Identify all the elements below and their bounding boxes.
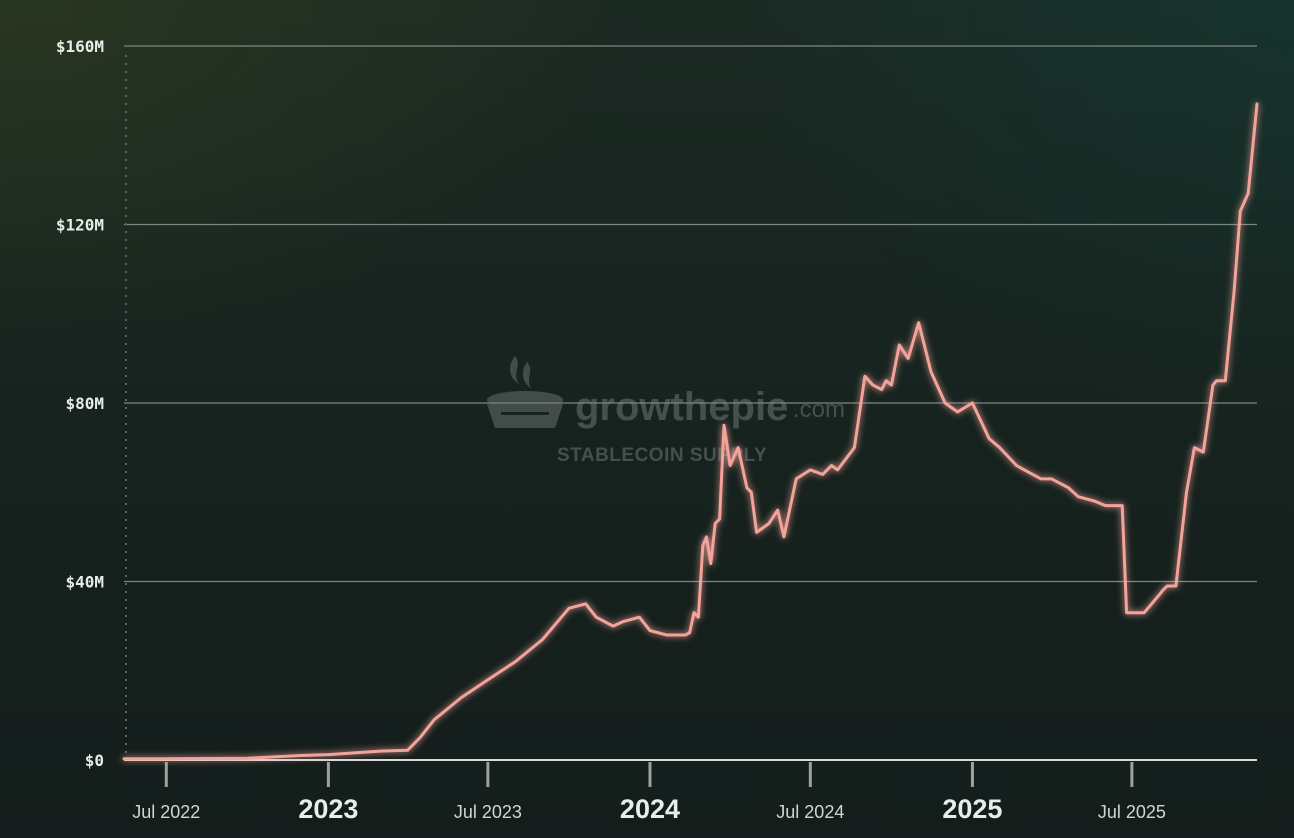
x-axis: Jul 2022 2023 Jul 2023 2024 Jul 2024 2025 Jul … xyxy=(132,762,1166,824)
x-tick-label: Jul 2022 xyxy=(132,802,200,822)
stablecoin-supply-line xyxy=(122,102,1259,761)
y-tick-label: $0 xyxy=(85,751,104,770)
x-tick-label: 2023 xyxy=(298,794,358,824)
y-tick-label: $120M xyxy=(56,216,104,235)
gridlines xyxy=(124,45,1257,761)
y-tick-label: $160M xyxy=(56,37,104,56)
x-tick-label: Jul 2024 xyxy=(776,802,844,822)
watermark-brand-suffix: .com xyxy=(793,396,845,423)
x-tick-label: Jul 2025 xyxy=(1098,802,1166,822)
watermark: growthepie .com STABLECOIN SUPPLY xyxy=(487,356,845,466)
x-tick-label: 2025 xyxy=(942,794,1002,824)
watermark-brand: growthepie xyxy=(575,385,788,429)
y-tick-label: $80M xyxy=(65,394,104,413)
y-tick-label: $40M xyxy=(65,573,104,592)
pie-logo-icon xyxy=(487,356,563,428)
watermark-subtitle: STABLECOIN SUPPLY xyxy=(557,445,767,466)
x-tick-label: 2024 xyxy=(620,794,680,824)
x-tick-label: Jul 2023 xyxy=(454,802,522,822)
y-axis: $0 $40M $80M $120M $160M xyxy=(56,37,104,770)
